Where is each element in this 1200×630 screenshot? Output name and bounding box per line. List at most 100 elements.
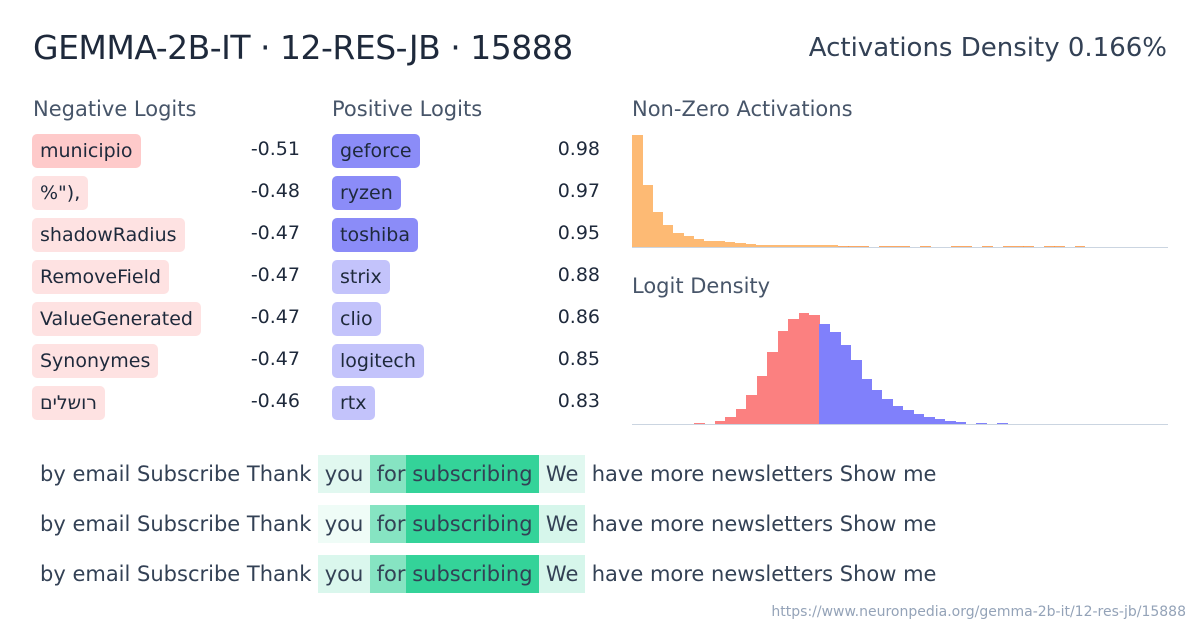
positive-logit-bar — [840, 345, 852, 424]
activation-bar — [683, 236, 695, 247]
logit-token: ValueGenerated — [32, 302, 201, 336]
activation-bar — [714, 241, 725, 247]
positive-logit-bar — [871, 390, 883, 424]
negative-logit-bar — [746, 395, 757, 424]
logit-value: -0.47 — [250, 222, 300, 244]
negative-logit-bar — [756, 376, 768, 424]
positive-logits-heading: Positive Logits — [332, 97, 483, 121]
snippet-token: subscribing — [405, 555, 540, 593]
logit-density-histogram — [632, 306, 1168, 425]
snippet-token: by — [40, 512, 73, 536]
activation-bar — [632, 135, 643, 247]
page-title: GEMMA-2B-IT · 12-RES-JB · 15888 — [33, 28, 573, 67]
negative-logit-bar — [798, 313, 810, 424]
snippet-token: you — [318, 555, 370, 593]
activation-bar — [1044, 246, 1055, 247]
logit-row: Synonymes -0.47 — [32, 344, 302, 386]
logit-token: strix — [332, 260, 390, 294]
snippet-token: Subscribe — [137, 462, 247, 486]
activation-bar — [786, 245, 798, 247]
snippet-token: email — [72, 562, 138, 586]
logit-row: RemoveField -0.47 — [32, 260, 302, 302]
snippet-token: We — [539, 555, 586, 593]
activation-bar — [827, 245, 839, 247]
activation-bar — [817, 245, 828, 247]
activation-bar — [899, 246, 911, 247]
activation-bar — [848, 246, 859, 247]
logit-value: -0.51 — [250, 138, 300, 160]
snippet-row: by email Subscribe Thank you for subscri… — [40, 455, 936, 493]
snippet-token: for — [369, 555, 406, 593]
activation-bar — [652, 212, 664, 247]
negative-logit-bar — [788, 319, 799, 424]
logit-token: clio — [332, 302, 381, 336]
logit-row: rtx 0.83 — [332, 386, 602, 428]
positive-logit-bar — [850, 360, 862, 424]
snippet-token: Thank — [246, 512, 319, 536]
logit-row: %"), -0.48 — [32, 176, 302, 218]
snippet-token: have more newsletters Show me — [585, 562, 937, 586]
activation-density: Activations Density 0.166% — [808, 33, 1167, 63]
logit-row: strix 0.88 — [332, 260, 602, 302]
logit-row: toshiba 0.95 — [332, 218, 602, 260]
logit-value: 0.86 — [557, 306, 600, 328]
activation-bar — [724, 242, 736, 247]
activations-histogram — [632, 130, 1168, 248]
snippet-token: for — [369, 455, 406, 493]
negative-logits-heading: Negative Logits — [33, 97, 197, 121]
logit-row: רושלים -0.46 — [32, 386, 302, 428]
negative-logits-list: municipio -0.51 %"), -0.48 shadowRadius -0.47… — [32, 134, 302, 428]
logit-value: 0.98 — [557, 138, 600, 160]
logit-token: shadowRadius — [32, 218, 185, 252]
activation-bar — [662, 225, 674, 247]
logit-row: clio 0.86 — [332, 302, 602, 344]
snippet-token: We — [539, 455, 586, 493]
logit-value: -0.47 — [250, 264, 300, 286]
activation-bar — [1002, 246, 1014, 247]
activations-heading: Non-Zero Activations — [632, 97, 853, 121]
activation-bar — [807, 245, 818, 247]
snippet-token: Subscribe — [137, 512, 247, 536]
activation-bar — [982, 246, 993, 247]
snippet-token: subscribing — [405, 505, 540, 543]
logit-row: ValueGenerated -0.47 — [32, 302, 302, 344]
logit-token: %"), — [32, 176, 89, 210]
snippet-token: Thank — [246, 562, 319, 586]
negative-logit-bar — [777, 331, 789, 424]
negative-logit-bar — [725, 417, 737, 424]
activation-bar — [1054, 246, 1065, 247]
snippet-token: for — [369, 505, 406, 543]
activation-bar — [755, 245, 767, 247]
logit-token: logitech — [332, 344, 424, 378]
negative-logit-bar — [808, 315, 820, 424]
logit-value: -0.48 — [250, 180, 300, 202]
positive-logit-bar — [829, 332, 841, 424]
snippet-token: subscribing — [405, 455, 540, 493]
logit-density-heading: Logit Density — [632, 274, 771, 298]
snippet-token: Thank — [246, 462, 319, 486]
snippet-token: have more newsletters Show me — [585, 462, 937, 486]
activation-bar — [704, 241, 715, 247]
activation-bar — [838, 246, 849, 247]
activation-bar — [673, 233, 684, 247]
logit-value: -0.47 — [250, 306, 300, 328]
activation-bar — [961, 246, 973, 247]
positive-logit-bar — [882, 399, 893, 424]
activation-bar — [920, 246, 931, 247]
activation-bar — [693, 239, 705, 247]
snippet-token: you — [318, 505, 370, 543]
positive-logit-bar — [944, 421, 956, 424]
axis-line — [632, 424, 1168, 425]
logit-token: ryzen — [332, 176, 401, 210]
logit-token: toshiba — [332, 218, 418, 252]
snippet-row: by email Subscribe Thank you for subscri… — [40, 555, 936, 593]
activation-bar — [776, 245, 787, 247]
activation-bar — [765, 245, 777, 247]
logit-token: RemoveField — [32, 260, 169, 294]
activation-bar — [1074, 246, 1086, 247]
logit-value: -0.46 — [250, 390, 300, 412]
logit-row: shadowRadius -0.47 — [32, 218, 302, 260]
activation-bar — [642, 185, 653, 247]
positive-logit-bar — [934, 419, 946, 424]
positive-logit-bar — [892, 406, 904, 424]
